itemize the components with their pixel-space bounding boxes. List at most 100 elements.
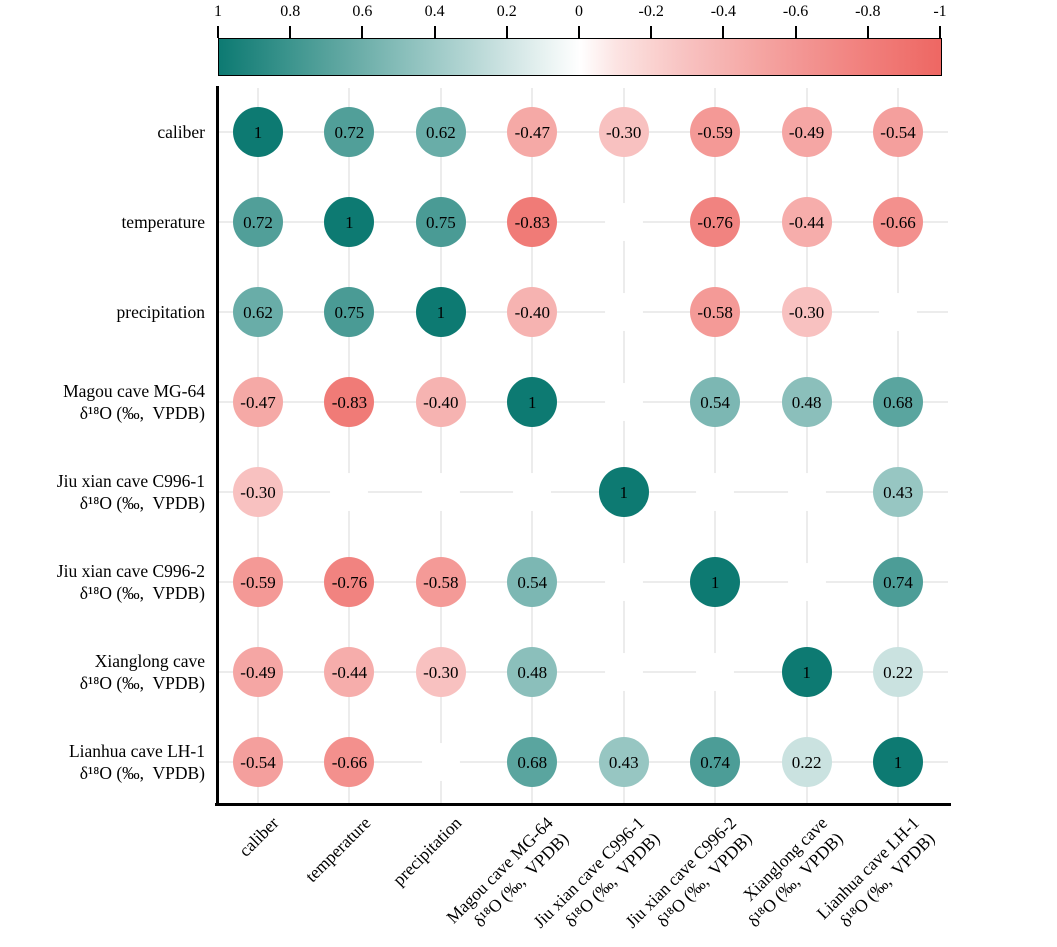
corr-value: -0.83 bbox=[331, 392, 368, 412]
blank-corr-circle bbox=[604, 563, 643, 601]
corr-value: 0.75 bbox=[334, 302, 365, 322]
corr-value: 1 bbox=[710, 572, 720, 592]
corr-value: -0.58 bbox=[697, 302, 733, 322]
corr-circle: -0.76 bbox=[324, 557, 375, 607]
blank-corr-circle bbox=[604, 203, 643, 241]
corr-value: -0.30 bbox=[240, 482, 276, 502]
grid-line-horizontal bbox=[219, 491, 948, 493]
blank-corr-circle bbox=[787, 473, 826, 511]
corr-value: 0.72 bbox=[334, 122, 365, 142]
corr-value: -0.30 bbox=[423, 662, 459, 682]
corr-value: -0.76 bbox=[331, 572, 368, 592]
corr-circle: 0.22 bbox=[781, 737, 832, 787]
row-label: caliber bbox=[157, 122, 205, 142]
corr-value: -0.54 bbox=[880, 122, 916, 142]
colorbar-tick-label: 0.8 bbox=[280, 3, 301, 20]
grid-line-vertical bbox=[439, 88, 442, 803]
x-axis-line bbox=[215, 803, 951, 806]
corr-circle: -0.66 bbox=[324, 737, 375, 787]
corr-value: -0.40 bbox=[423, 392, 459, 412]
corr-circle: 0.74 bbox=[873, 557, 923, 607]
corr-circle: -0.76 bbox=[690, 197, 741, 247]
colorbar-tick bbox=[289, 26, 292, 38]
corr-circle: -0.54 bbox=[873, 107, 923, 157]
corr-value: -0.66 bbox=[880, 212, 916, 232]
colorbar-tick-label: 1 bbox=[214, 3, 222, 20]
corr-value: 0.62 bbox=[243, 302, 273, 322]
corr-circle: -0.47 bbox=[233, 377, 283, 427]
grid-line-vertical bbox=[622, 88, 625, 803]
blank-corr-circle bbox=[604, 293, 643, 331]
corr-value: -0.59 bbox=[240, 572, 276, 592]
blank-corr-circle bbox=[696, 473, 735, 511]
grid-line-vertical bbox=[897, 88, 899, 803]
col-label: caliber bbox=[235, 812, 283, 861]
corr-value: 0.75 bbox=[425, 212, 456, 232]
corr-circle: 1 bbox=[415, 287, 466, 337]
corr-value: 1 bbox=[253, 122, 263, 142]
corr-value: -0.49 bbox=[240, 662, 276, 682]
colorbar-tick bbox=[722, 26, 725, 38]
grid-line-horizontal bbox=[219, 401, 948, 403]
corr-value: 0.43 bbox=[608, 752, 639, 772]
colorbar-tick bbox=[578, 26, 580, 38]
colorbar-tick-label: -0.2 bbox=[638, 3, 664, 20]
row-label: temperature bbox=[121, 212, 205, 232]
colorbar-tick bbox=[505, 26, 508, 38]
corr-value: 0.43 bbox=[883, 482, 913, 502]
corr-circle: 0.68 bbox=[873, 377, 923, 427]
corr-value: -0.40 bbox=[514, 302, 550, 322]
corr-circle: -0.66 bbox=[873, 197, 923, 247]
colorbar-tick bbox=[433, 26, 436, 38]
corr-circle: 1 bbox=[233, 107, 283, 157]
corr-circle: 0.62 bbox=[233, 287, 283, 337]
blank-corr-circle bbox=[604, 383, 643, 421]
row-label: Lianhua cave LH-1 δ¹⁸O (‰, VPDB) bbox=[68, 741, 205, 783]
blank-corr-circle bbox=[879, 293, 917, 331]
colorbar-gradient bbox=[218, 38, 942, 76]
blank-corr-circle bbox=[604, 653, 643, 691]
corr-circle: 0.48 bbox=[507, 647, 558, 697]
corr-circle: 1 bbox=[781, 647, 832, 697]
corr-value: 1 bbox=[802, 662, 811, 682]
corr-value: 0.54 bbox=[700, 392, 731, 412]
blank-corr-circle bbox=[421, 743, 460, 781]
corr-circle: -0.30 bbox=[233, 467, 283, 517]
corr-value: 1 bbox=[893, 752, 903, 772]
grid-line-vertical bbox=[805, 88, 808, 803]
corr-value: 1 bbox=[528, 392, 537, 412]
row-label: Jiu xian cave C996-1 δ¹⁸O (‰, VPDB) bbox=[56, 471, 205, 513]
corr-value: 0.54 bbox=[517, 572, 548, 592]
colorbar-tick-label: -0.8 bbox=[855, 3, 881, 20]
colorbar-tick bbox=[939, 26, 941, 38]
blank-corr-circle bbox=[421, 473, 460, 511]
colorbar-tick bbox=[217, 26, 219, 38]
corr-circle: 1 bbox=[690, 557, 741, 607]
grid-line-horizontal bbox=[219, 221, 948, 223]
corr-value: -0.44 bbox=[788, 212, 825, 232]
grid-line-horizontal bbox=[219, 761, 948, 763]
corr-value: 1 bbox=[345, 212, 354, 232]
corr-circle: 0.75 bbox=[415, 197, 466, 247]
colorbar-tick bbox=[866, 26, 869, 38]
corr-value: 0.48 bbox=[517, 662, 548, 682]
corr-circle: 1 bbox=[598, 467, 649, 517]
corr-circle: 1 bbox=[873, 737, 923, 787]
corr-value: -0.30 bbox=[606, 122, 642, 142]
corr-circle: -0.40 bbox=[507, 287, 558, 337]
corr-circle: -0.30 bbox=[781, 287, 832, 337]
corr-circle: -0.49 bbox=[233, 647, 283, 697]
corr-circle: -0.30 bbox=[598, 107, 649, 157]
corr-value: -0.83 bbox=[514, 212, 550, 232]
corr-value: -0.44 bbox=[331, 662, 368, 682]
corr-circle: -0.58 bbox=[415, 557, 466, 607]
row-label: Xianglong cave δ¹⁸O (‰, VPDB) bbox=[79, 651, 205, 693]
grid-line-vertical bbox=[257, 88, 259, 803]
grid-line-vertical bbox=[531, 88, 534, 803]
grid-line-horizontal bbox=[219, 131, 948, 133]
grid-line-horizontal bbox=[219, 671, 948, 673]
corr-circle: 0.43 bbox=[598, 737, 649, 787]
corr-value: -0.47 bbox=[514, 122, 550, 142]
corr-circle: 0.54 bbox=[507, 557, 558, 607]
